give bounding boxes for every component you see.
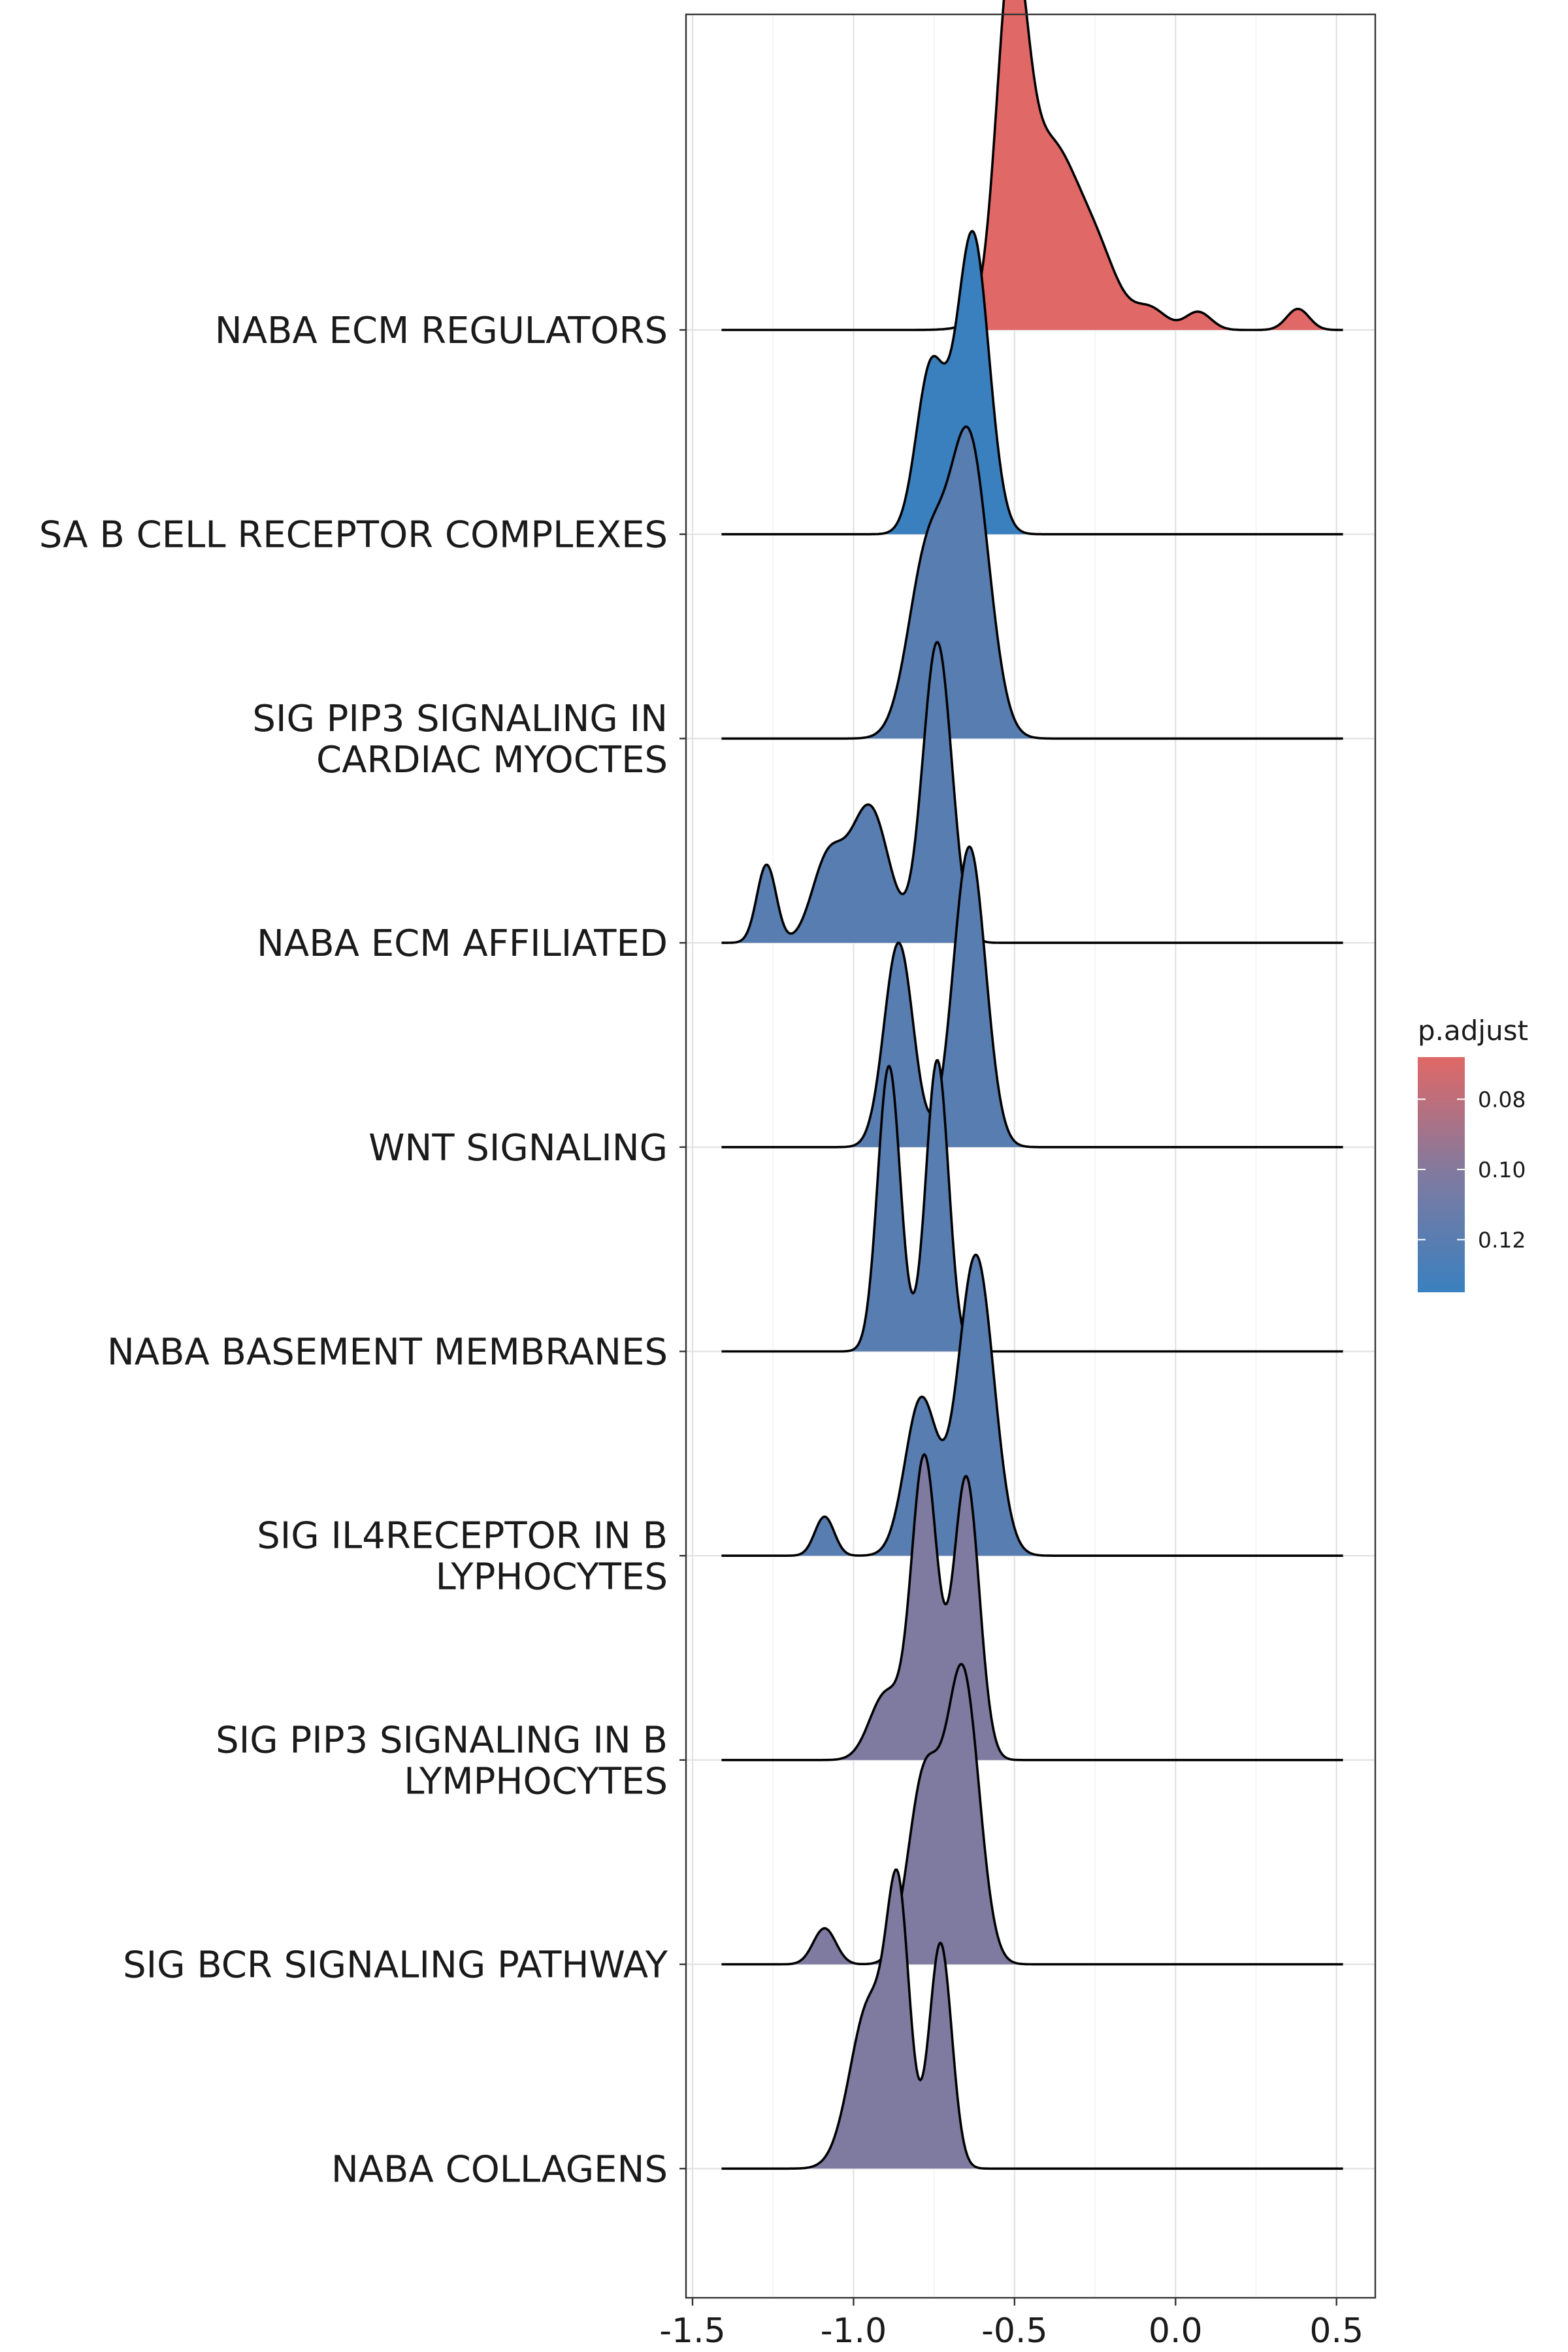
ridge-10	[721, 1868, 1343, 2170]
ridges	[721, 0, 1343, 2170]
ridge-outline	[721, 1453, 1343, 1761]
category-label: WNT SIGNALING	[368, 1127, 668, 1169]
ridge-outline	[721, 0, 1343, 331]
category-label: LYPHOCYTES	[436, 1556, 668, 1599]
category-label: NABA ECM REGULATORS	[215, 310, 668, 352]
category-label: CARDIAC MYOCTES	[316, 739, 668, 781]
ridge-1	[721, 0, 1343, 331]
x-tick-label: -0.5	[981, 2311, 1047, 2351]
category-label: SIG PIP3 SIGNALING IN B	[216, 1719, 668, 1761]
ridge-8	[721, 1453, 1343, 1761]
color-legend: p.adjust 0.08 0.10 0.12	[1418, 1015, 1528, 1292]
category-label: NABA ECM AFFILIATED	[257, 923, 668, 965]
y-axis-labels: NABA ECM REGULATORS SA B CELL RECEPTOR CO…	[39, 310, 686, 2191]
ridge-outline	[721, 229, 1343, 536]
plot-panel	[686, 14, 1375, 2298]
category-label: NABA BASEMENT MEMBRANES	[107, 1331, 668, 1374]
ridge-outline	[721, 641, 1343, 944]
category-label: SIG IL4RECEPTOR IN B	[257, 1515, 668, 1558]
ridge-5	[721, 845, 1343, 1149]
ridge-9	[721, 1663, 1343, 1966]
legend-title: p.adjust	[1418, 1015, 1528, 1047]
category-label: LYMPHOCYTES	[404, 1760, 668, 1803]
ridge-outline	[721, 1868, 1343, 2170]
ridge-7	[721, 1253, 1343, 1557]
x-tick-label: 0.5	[1309, 2311, 1364, 2351]
legend-tick-label: 0.08	[1478, 1086, 1526, 1112]
category-label: SIG BCR SIGNALING PATHWAY	[123, 1944, 668, 1987]
category-label: SIG PIP3 SIGNALING IN	[252, 698, 668, 740]
ridge-outline	[721, 425, 1343, 740]
ridge-outline	[721, 1059, 1343, 1353]
category-label: NABA COLLAGENS	[331, 2148, 668, 2191]
ridge-fill	[721, 1060, 995, 1352]
x-tick-label: -1.0	[821, 2311, 887, 2351]
ridge-fill	[721, 1869, 1343, 2169]
x-axis: -1.5 -1.0 -0.5 0.0 0.5	[659, 2298, 1364, 2351]
ridge-outline	[721, 845, 1343, 1149]
legend-tick-label: 0.12	[1478, 1227, 1526, 1252]
x-tick-label: -1.5	[659, 2311, 725, 2351]
legend-colorbar	[1418, 1057, 1465, 1292]
x-tick-label: 0.0	[1149, 2311, 1203, 2351]
ridge-3	[721, 425, 1343, 740]
ridge-2	[721, 229, 1343, 536]
ridge-6	[721, 1059, 1343, 1353]
category-label: SA B CELL RECEPTOR COMPLEXES	[39, 514, 668, 557]
plot-border	[685, 13, 1377, 2299]
ridge-fill	[721, 642, 981, 943]
ridge-fill	[982, 0, 1343, 330]
ridge-4	[721, 641, 1343, 944]
ridge-outline	[721, 1663, 1343, 1966]
ridge-outline	[721, 1253, 1343, 1557]
legend-tick-label: 0.10	[1478, 1157, 1526, 1183]
